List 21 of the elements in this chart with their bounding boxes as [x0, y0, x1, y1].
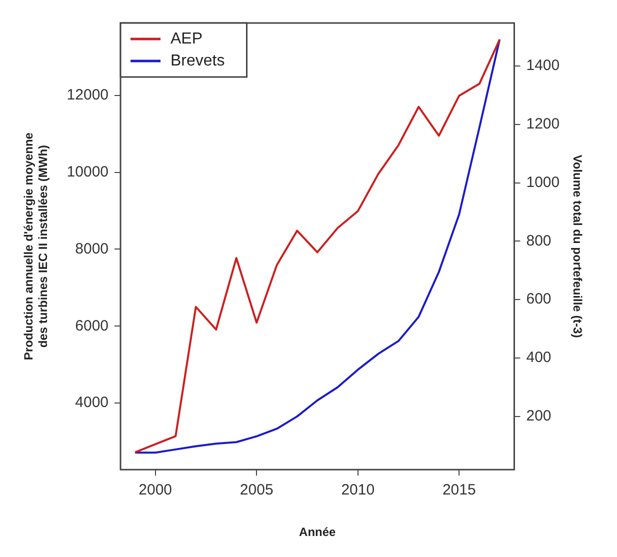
y-tick-label: 4000	[75, 394, 109, 412]
x-tick-label: 2005	[240, 482, 274, 499]
y2-tick-label: 800	[526, 232, 552, 250]
y2-tick-label: 200	[526, 408, 552, 425]
y-tick-label: 8000	[75, 240, 109, 258]
x-tick-label: 2010	[341, 482, 375, 499]
x-axis-title: Année	[299, 525, 336, 540]
x-tick-label: 2015	[442, 482, 476, 499]
y2-tick-label: 1400	[526, 57, 560, 74]
y2-tick-label: 600	[526, 290, 552, 308]
legend-label: AEP	[170, 30, 203, 48]
legend-label: Brevets	[170, 52, 225, 70]
y2-axis-title: Volume total du portefeuille (t-3)	[570, 154, 584, 338]
y2-tick-label: 400	[526, 349, 552, 366]
y-axis-title: Production annuelle d'énergie moyenne des turbines IEC II installées (MWh)	[22, 132, 50, 360]
y2-tick-label: 1000	[526, 174, 560, 191]
y-tick-label: 10000	[66, 163, 109, 180]
x-tick-label: 2000	[138, 482, 172, 499]
y2-tick-label: 1200	[526, 115, 560, 132]
y-tick-label: 6000	[75, 317, 109, 334]
y-tick-label: 12000	[66, 86, 109, 104]
